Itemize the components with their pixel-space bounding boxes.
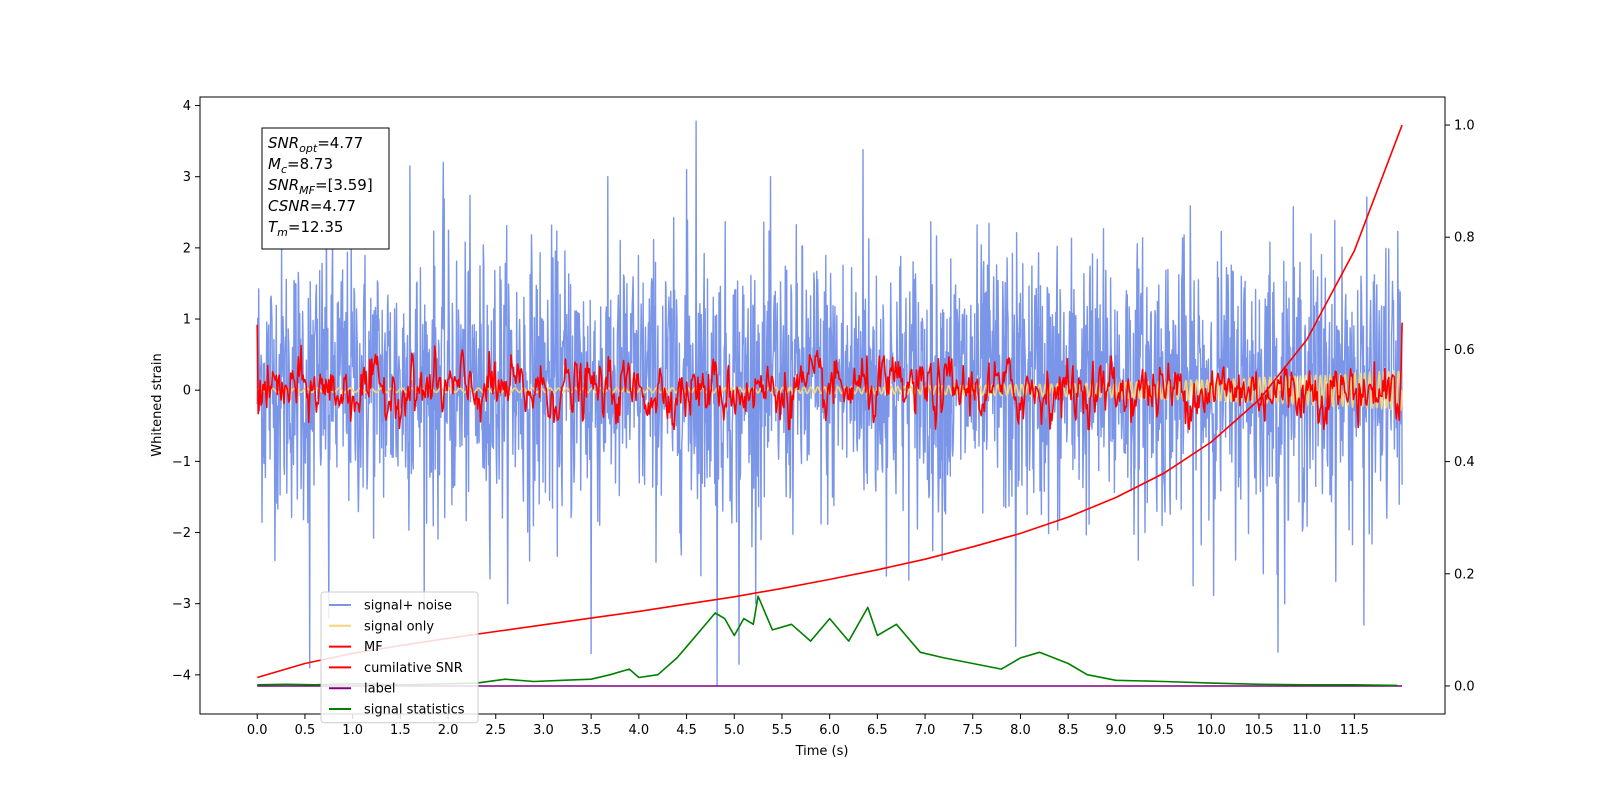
legend-label: cumilative SNR [364,661,463,676]
y-tick-label: −1 [172,455,191,470]
annotation-value: =4.77 [317,134,363,152]
y2-tick-label: 0.6 [1454,343,1475,358]
legend-label: signal statistics [364,703,465,718]
annotation-value: =[3.59] [315,176,373,194]
x-tick-label: 3.0 [533,723,554,738]
y-tick-label: 2 [183,241,191,256]
annotation-base: SNR [268,134,299,152]
x-tick-label: 8.0 [1010,723,1031,738]
y-tick-label: 3 [183,170,191,185]
annotation-line: Tm=12.35 [268,218,343,239]
series-line-5 [257,595,1398,687]
legend-label: signal only [364,619,434,634]
x-tick-label: 6.5 [867,723,888,738]
x-tick-label: 5.5 [772,723,793,738]
x-tick-label: 6.0 [819,723,840,738]
x-tick-label: 4.5 [676,723,697,738]
annotation-value: =4.77 [310,197,356,215]
annotation-sub: opt [299,142,318,155]
x-tick-label: 8.5 [1058,723,1079,738]
x-tick-label: 7.5 [962,723,983,738]
y-axis-label: Whitened strain [150,353,165,456]
x-tick-label: 9.5 [1153,723,1174,738]
y-tick-label: 1 [183,313,191,328]
y2-tick-label: 0.2 [1454,567,1475,582]
legend-label: label [364,682,395,697]
plot-frame [199,96,1446,715]
annotation-frame [261,127,390,250]
y-tick-label: 4 [183,99,191,114]
annotation-base: T [268,218,279,236]
legend: signal+ noise signal only MF cumilative SNR… [320,591,479,724]
y2-tick-label: 0.8 [1454,231,1475,246]
x-tick-label: 3.5 [581,723,602,738]
x-tick-label: 2.0 [438,723,459,738]
x-tick-label: 7.0 [915,723,936,738]
x-tick-label: 0.0 [247,723,268,738]
legend-label: signal+ noise [364,599,452,614]
y2-tick-label: 0.4 [1454,455,1475,470]
ticks-layer: 0.0 0.5 1.0 1.5 2.0 2.5 3.0 3.5 4.0 4.5 5.0 5.5 6.0 6… [172,99,1475,738]
annotation-base: M [268,155,281,173]
y2-tick-label: 0.0 [1454,679,1475,694]
annotation-base: CSNR [268,197,310,215]
annotation-box: SNRopt=4.77Mc=8.73SNRMF=[3.59]CSNR=4.77T… [261,127,390,250]
x-tick-label: 5.0 [724,723,745,738]
annotation-sub: c [281,163,287,176]
y-tick-label: −3 [172,597,191,612]
annotation-value: =12.35 [288,218,344,236]
annotation-line: Mc=8.73 [268,155,333,176]
annotation-base: SNR [268,176,299,194]
annotation-line: CSNR=4.77 [268,197,356,215]
x-tick-label: 0.5 [295,723,316,738]
y2-tick-label: 1.0 [1454,119,1475,134]
x-tick-label: 9.0 [1106,723,1127,738]
x-tick-label: 1.5 [390,723,411,738]
x-tick-label: 10.5 [1244,723,1273,738]
legend-frame [320,591,479,724]
x-tick-label: 10.0 [1197,723,1226,738]
series-line-2 [256,322,1403,431]
annotation-line: SNRopt=4.77 [268,134,363,155]
y-tick-label: −2 [172,526,191,541]
y-tick-label: −4 [172,668,191,683]
x-tick-label: 11.5 [1340,723,1369,738]
annotation-line: SNRMF=[3.59] [268,176,373,197]
y-tick-label: 0 [183,384,191,399]
annotation-sub: MF [299,184,315,197]
x-tick-label: 1.0 [342,723,363,738]
annotation-sub: m [277,226,288,239]
legend-label: MF [364,640,383,655]
x-tick-label: 11.0 [1292,723,1321,738]
x-tick-label: 2.5 [485,723,506,738]
x-tick-label: 4.0 [629,723,650,738]
x-axis-label: Time (s) [795,744,849,759]
annotation-value: =8.73 [287,155,333,173]
